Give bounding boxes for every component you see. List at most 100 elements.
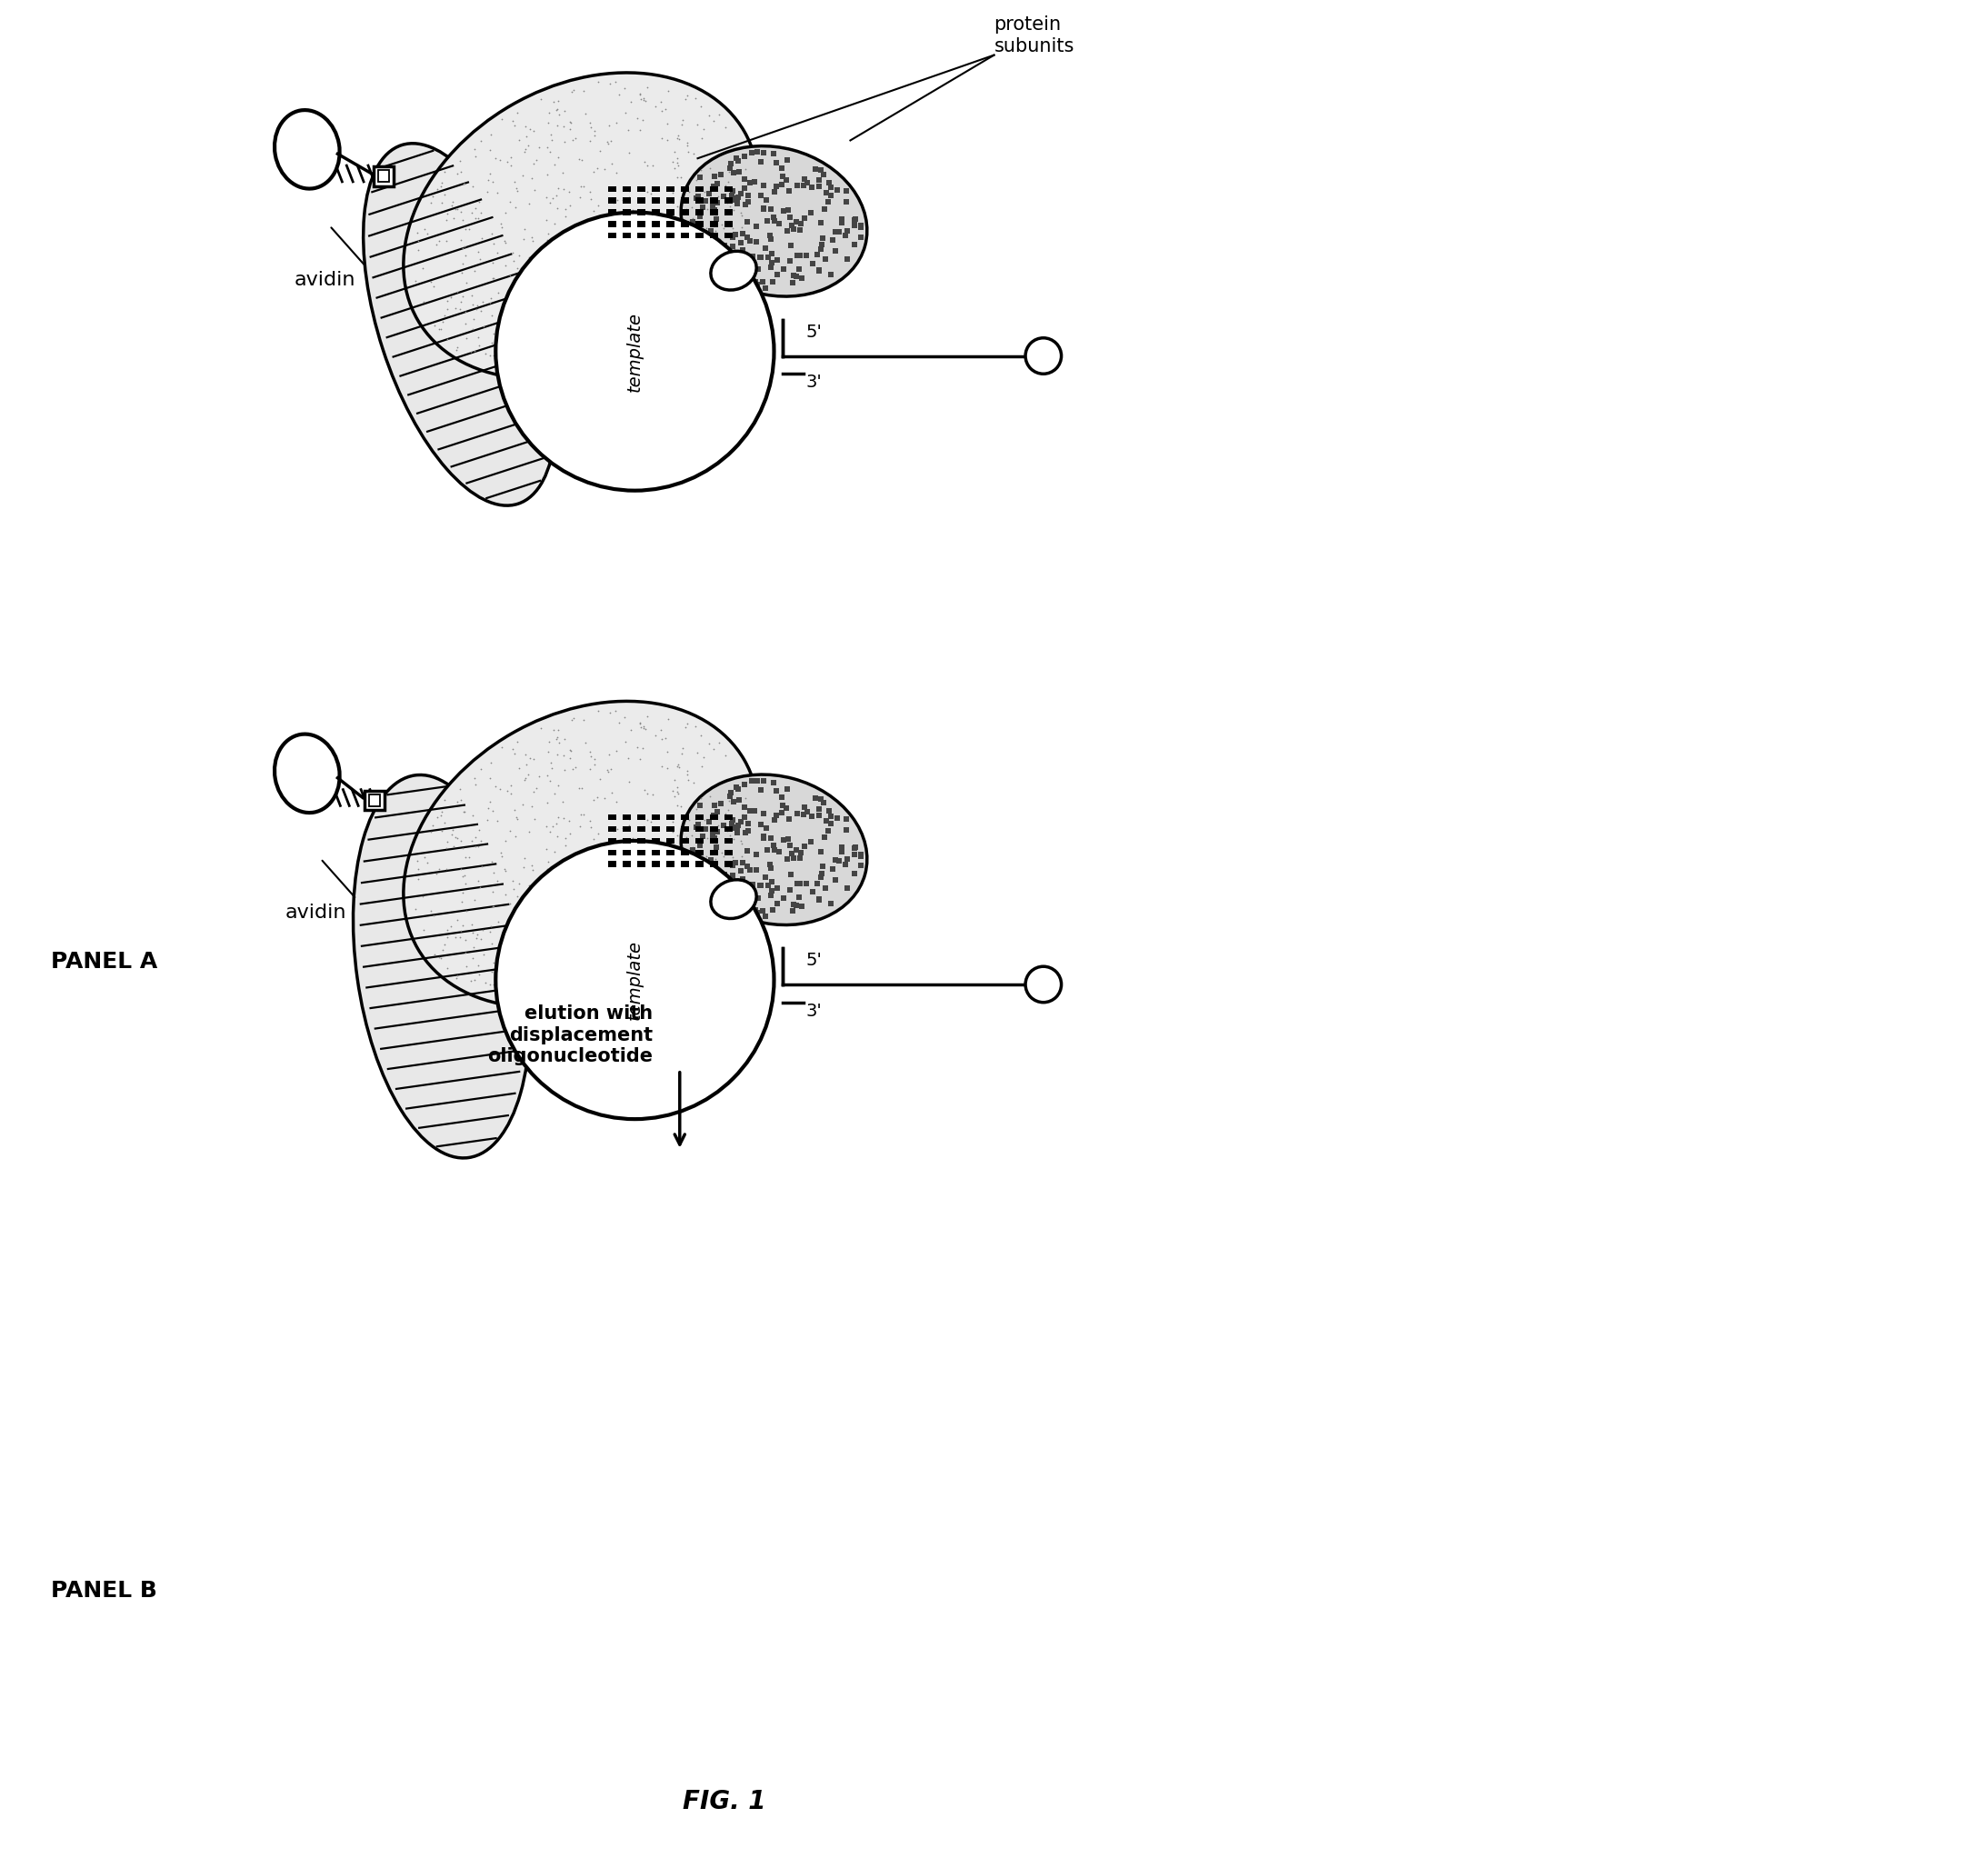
- Bar: [682, 197, 690, 204]
- Bar: [682, 210, 690, 216]
- Bar: [726, 221, 734, 227]
- Bar: [666, 860, 674, 868]
- Bar: [682, 232, 690, 238]
- Bar: [608, 197, 616, 204]
- Ellipse shape: [712, 879, 757, 918]
- Bar: [608, 232, 616, 238]
- Text: PANEL B: PANEL B: [52, 1579, 157, 1602]
- Bar: [622, 232, 630, 238]
- Ellipse shape: [712, 251, 757, 290]
- Bar: [608, 827, 616, 832]
- Bar: [726, 838, 734, 844]
- Bar: [710, 186, 718, 191]
- Text: template: template: [626, 940, 644, 1020]
- Bar: [638, 827, 646, 832]
- Bar: [638, 186, 646, 191]
- Bar: [710, 838, 718, 844]
- Bar: [696, 197, 704, 204]
- Bar: [608, 186, 616, 191]
- Bar: [666, 814, 674, 821]
- Bar: [682, 814, 690, 821]
- Bar: [608, 221, 616, 227]
- Ellipse shape: [682, 775, 867, 925]
- Bar: [696, 210, 704, 216]
- Bar: [622, 197, 630, 204]
- Bar: [710, 210, 718, 216]
- Bar: [378, 171, 390, 182]
- Bar: [682, 221, 690, 227]
- Bar: [638, 838, 646, 844]
- Bar: [696, 827, 704, 832]
- Text: avidin: avidin: [294, 271, 356, 288]
- Bar: [652, 827, 660, 832]
- Ellipse shape: [274, 110, 340, 190]
- Text: FIG. 1: FIG. 1: [684, 1789, 765, 1813]
- Bar: [370, 795, 380, 806]
- Text: PANEL A: PANEL A: [52, 951, 157, 974]
- Bar: [608, 860, 616, 868]
- Bar: [666, 210, 674, 216]
- Circle shape: [495, 842, 773, 1119]
- Bar: [696, 221, 704, 227]
- Bar: [726, 232, 734, 238]
- Bar: [622, 210, 630, 216]
- Text: elution with
displacement
oligonucleotide: elution with displacement oligonucleotid…: [487, 1005, 652, 1065]
- Bar: [374, 167, 394, 186]
- Bar: [682, 849, 690, 855]
- Bar: [696, 232, 704, 238]
- Bar: [710, 221, 718, 227]
- Bar: [608, 814, 616, 821]
- Bar: [364, 790, 384, 810]
- Bar: [652, 838, 660, 844]
- Bar: [638, 210, 646, 216]
- Bar: [726, 186, 734, 191]
- Bar: [696, 838, 704, 844]
- Bar: [710, 197, 718, 204]
- Text: template: template: [626, 312, 644, 392]
- Ellipse shape: [404, 700, 759, 1007]
- Bar: [666, 827, 674, 832]
- Bar: [622, 849, 630, 855]
- Bar: [652, 814, 660, 821]
- Bar: [652, 186, 660, 191]
- Bar: [710, 849, 718, 855]
- Bar: [666, 186, 674, 191]
- Bar: [682, 860, 690, 868]
- Bar: [696, 814, 704, 821]
- Bar: [726, 827, 734, 832]
- Bar: [696, 860, 704, 868]
- Text: protein
subunits: protein subunits: [994, 17, 1074, 56]
- Ellipse shape: [404, 72, 759, 379]
- Bar: [652, 221, 660, 227]
- Bar: [666, 849, 674, 855]
- Text: avidin: avidin: [286, 903, 346, 922]
- Bar: [652, 849, 660, 855]
- Bar: [652, 210, 660, 216]
- Circle shape: [1026, 966, 1062, 1001]
- Bar: [696, 849, 704, 855]
- Bar: [666, 197, 674, 204]
- Bar: [682, 827, 690, 832]
- Bar: [666, 232, 674, 238]
- Circle shape: [1026, 338, 1062, 373]
- Bar: [682, 186, 690, 191]
- Bar: [726, 197, 734, 204]
- Bar: [638, 814, 646, 821]
- Bar: [652, 197, 660, 204]
- Bar: [710, 814, 718, 821]
- Bar: [726, 849, 734, 855]
- Ellipse shape: [354, 775, 531, 1158]
- Bar: [696, 186, 704, 191]
- Ellipse shape: [274, 734, 340, 812]
- Text: 5': 5': [805, 323, 821, 340]
- Bar: [638, 197, 646, 204]
- Bar: [666, 838, 674, 844]
- Bar: [652, 232, 660, 238]
- Bar: [710, 860, 718, 868]
- Ellipse shape: [364, 143, 557, 505]
- Bar: [638, 849, 646, 855]
- Bar: [638, 232, 646, 238]
- Bar: [622, 838, 630, 844]
- Bar: [666, 221, 674, 227]
- Bar: [622, 814, 630, 821]
